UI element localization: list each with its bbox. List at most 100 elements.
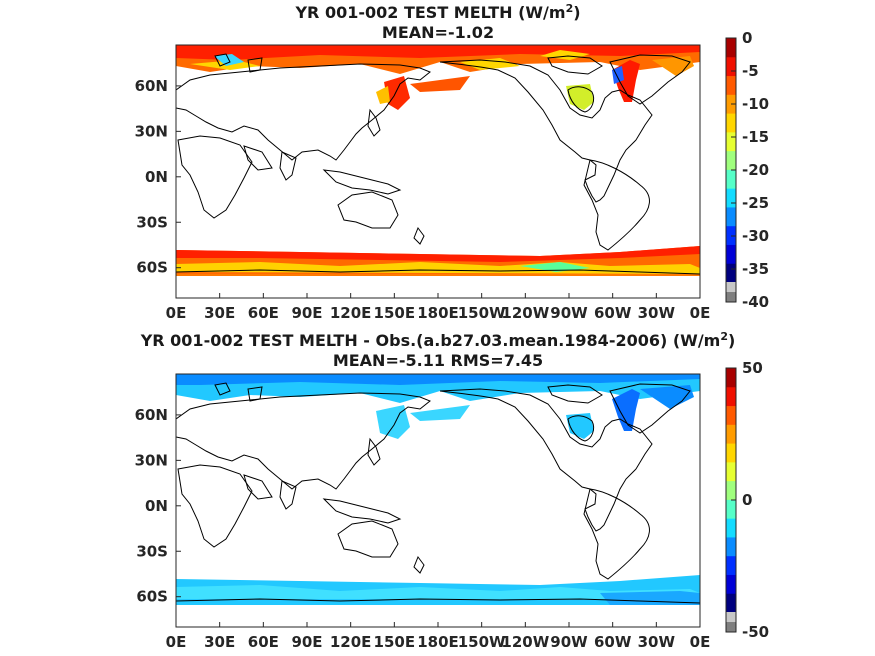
chart1-colorbar-label: -40 — [742, 293, 769, 311]
chart1-arctic-ice-edge — [190, 50, 590, 70]
chart1-southern-ice-outer — [176, 246, 700, 262]
chart1-colorbar-segment — [726, 188, 736, 208]
chart1-x-tick-label: 0E — [690, 304, 711, 322]
chart1-colorbar-label: -25 — [742, 194, 769, 212]
chart2-colorbar-segment — [726, 536, 736, 557]
chart1-y-tick-label: 0N — [145, 168, 168, 186]
chart2-colorbar-segment — [726, 593, 736, 613]
chart2-colorbar-segment — [726, 555, 736, 575]
chart1-colorbar-segment — [726, 206, 736, 227]
chart2-colorbar-segment — [726, 386, 736, 407]
chart2-okhotsk — [376, 405, 410, 439]
chart1-okhotsk-edge — [376, 86, 390, 104]
chart1-greenland-east — [652, 56, 694, 76]
chart2-colorbar-label: -50 — [742, 623, 769, 641]
chart1-y-tick-label: 30S — [136, 213, 168, 231]
chart2-colorbar-label: 0 — [742, 491, 752, 509]
chart1-y-tick-label: 60N — [135, 77, 168, 95]
chart2-arctic-dark — [176, 374, 700, 385]
chart2-colorbar-segment — [726, 574, 736, 594]
chart2-y-tick-label: 30N — [135, 451, 168, 469]
chart2-title: YR 001-002 TEST MELTH - Obs.(a.b27.03.me… — [140, 330, 736, 350]
chart1-arctic-ice-core — [176, 45, 700, 60]
chart2-colorbar-segment — [726, 499, 736, 519]
chart2-x-tick-label: 30W — [638, 633, 676, 651]
chart2-colorbar-segment — [726, 461, 736, 482]
chart2-x-tick-label: 0E — [690, 633, 711, 651]
chart2-colorbar-segment — [726, 518, 736, 538]
chart1-colorbar-cap-dark — [726, 292, 736, 302]
chart1-colorbar-segment — [726, 169, 736, 189]
chart1-colorbar-label: -35 — [742, 260, 769, 278]
chart1-y-tick-label: 30N — [135, 122, 168, 140]
chart1-southern-cyan — [520, 262, 590, 272]
chart1-colorbar-cap-light — [726, 282, 736, 292]
chart1-colorbar-label: -30 — [742, 227, 769, 245]
chart2-x-tick-label: 90W — [550, 633, 588, 651]
chart2-labrador — [612, 389, 640, 431]
chart1-antarctica — [176, 276, 700, 298]
chart2-colorbar-cap-dark — [726, 622, 736, 632]
chart2-x-tick-label: 90E — [291, 633, 322, 651]
chart2-y-tick-label: 60S — [136, 588, 168, 606]
chart1-x-tick-label: 120E — [330, 304, 372, 322]
chart1-colorbar-segment — [726, 225, 736, 245]
chart1-colorbar-segment — [726, 75, 736, 95]
chart2-colorbar-label: 50 — [742, 359, 763, 377]
chart1-y-tick-label: 60S — [136, 259, 168, 277]
chart2-x-tick-label: 60E — [248, 633, 279, 651]
chart1-subtitle: MEAN=-1.02 — [382, 23, 494, 42]
chart2-y-tick-label: 30S — [136, 542, 168, 560]
chart1-x-tick-label: 150W — [458, 304, 506, 322]
chart1-x-tick-label: 30W — [638, 304, 676, 322]
chart1-x-tick-label: 90E — [291, 304, 322, 322]
chart2-x-tick-label: 120E — [330, 633, 372, 651]
chart2-greenland-east — [640, 385, 694, 409]
chart1-plot-area — [175, 44, 701, 299]
chart2-y-tick-label: 0N — [145, 497, 168, 515]
chart1-colorbar-label: 0 — [742, 29, 752, 47]
chart1-colorbar-segment — [726, 131, 736, 152]
chart2-southern-light — [176, 585, 700, 599]
chart2-colorbar-segment — [726, 405, 736, 425]
chart2-colorbar-segment — [726, 424, 736, 444]
chart1-colorbar-label: -20 — [742, 161, 769, 179]
chart2-colorbar-segment — [726, 443, 736, 463]
chart2-hudson — [566, 413, 594, 439]
chart1-x-tick-label: 0E — [166, 304, 187, 322]
chart1-colorbar-segment — [726, 150, 736, 170]
chart2-colorbar-segment — [726, 480, 736, 500]
chart1-colorbar-segment — [726, 38, 736, 58]
chart2-bering — [410, 405, 470, 421]
chart1-labrador-blue — [612, 66, 624, 84]
chart1-colorbar-label: -10 — [742, 95, 769, 113]
chart1-bering — [410, 76, 470, 92]
chart2-x-tick-label: 120W — [501, 633, 549, 651]
chart1-colorbar-segment — [726, 244, 736, 264]
chart1-title: YR 001-002 TEST MELTH (W/m2) — [294, 2, 580, 22]
chart2-x-tick-label: 30E — [204, 633, 235, 651]
chart1-colorbar-label: -5 — [742, 62, 759, 80]
chart2-x-tick-label: 150E — [374, 633, 416, 651]
chart1-x-tick-label: 150E — [374, 304, 416, 322]
chart1-colorbar-segment — [726, 56, 736, 77]
chart1-x-tick-label: 60W — [594, 304, 632, 322]
chart2-x-tick-label: 180E — [417, 633, 459, 651]
chart1-x-tick-label: 120W — [501, 304, 549, 322]
chart1-colorbar-label: -15 — [742, 128, 769, 146]
chart2-colorbar-segment — [726, 368, 736, 388]
chart2-field — [176, 374, 700, 605]
chart1-colorbar-segment — [726, 263, 736, 283]
chart1-x-tick-label: 180E — [417, 304, 459, 322]
chart1-colorbar-segment — [726, 113, 736, 133]
chart1-x-tick-label: 60E — [248, 304, 279, 322]
chart1-x-tick-label: 90W — [550, 304, 588, 322]
chart1-field — [176, 45, 700, 298]
chart2-colorbar-cap-light — [726, 612, 736, 622]
chart2-x-tick-label: 60W — [594, 633, 632, 651]
chart1-hudson — [566, 84, 594, 110]
chart2-x-tick-label: 0E — [166, 633, 187, 651]
chart2-plot-area — [175, 373, 701, 628]
